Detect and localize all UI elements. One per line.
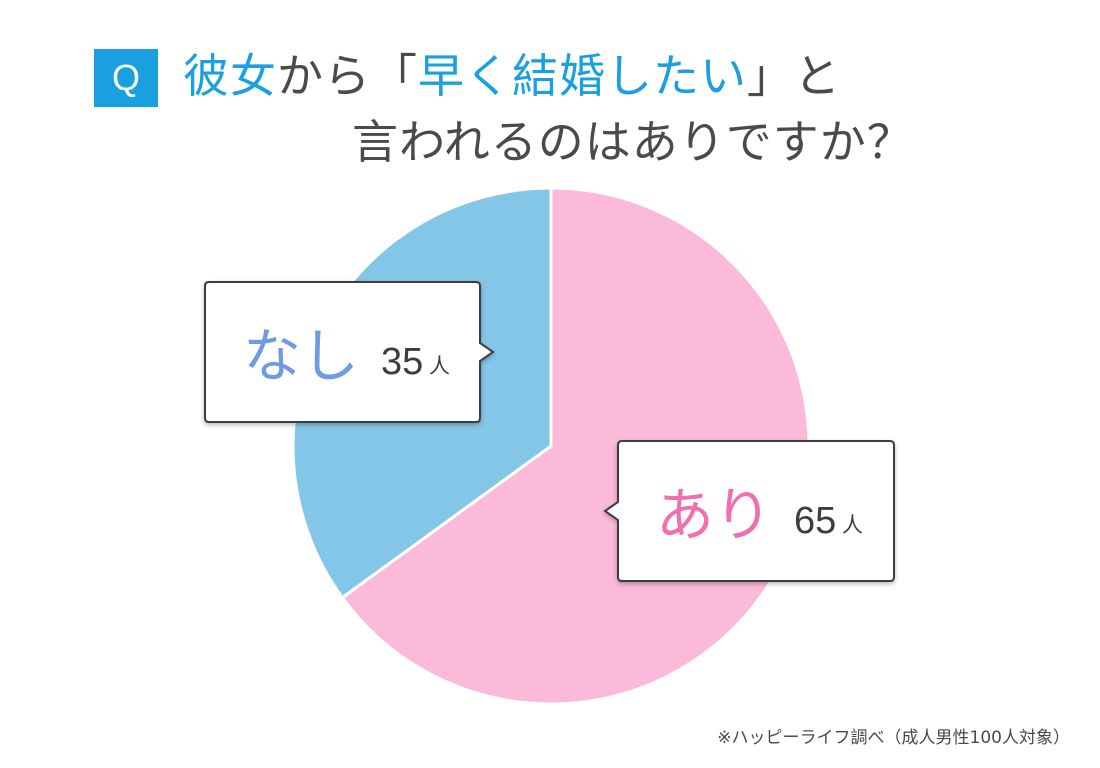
- pie-callouts: あり 65 人なし 35 人: [204, 281, 895, 582]
- title-quote: 早く結婚したい: [418, 49, 747, 103]
- slice-unit-ari: 人: [842, 513, 863, 537]
- title-word-kanojo: 彼女: [183, 49, 277, 103]
- title-line-2: 言われるのはありですか？: [352, 115, 914, 169]
- slice-label-nashi: なし: [243, 322, 359, 390]
- slice-value-nashi: 35: [381, 341, 423, 383]
- title-line-1: 彼女から「早く結婚したい」と: [183, 46, 841, 106]
- title-word-kara: から「: [277, 49, 418, 103]
- title-word-to: 」と: [747, 49, 841, 103]
- callout-ari: あり 65 人: [603, 440, 895, 582]
- slice-value-ari: 65: [794, 500, 836, 542]
- slice-unit-nashi: 人: [429, 354, 450, 378]
- callout-box-ari: [603, 440, 895, 582]
- source-note: ※ハッピーライフ調べ（成人男性100人対象）: [717, 728, 1070, 748]
- slice-label-ari: あり: [656, 481, 772, 549]
- callout-nashi: なし 35 人: [204, 281, 495, 423]
- callout-box-nashi: [204, 281, 495, 423]
- question-badge: Q: [94, 49, 158, 107]
